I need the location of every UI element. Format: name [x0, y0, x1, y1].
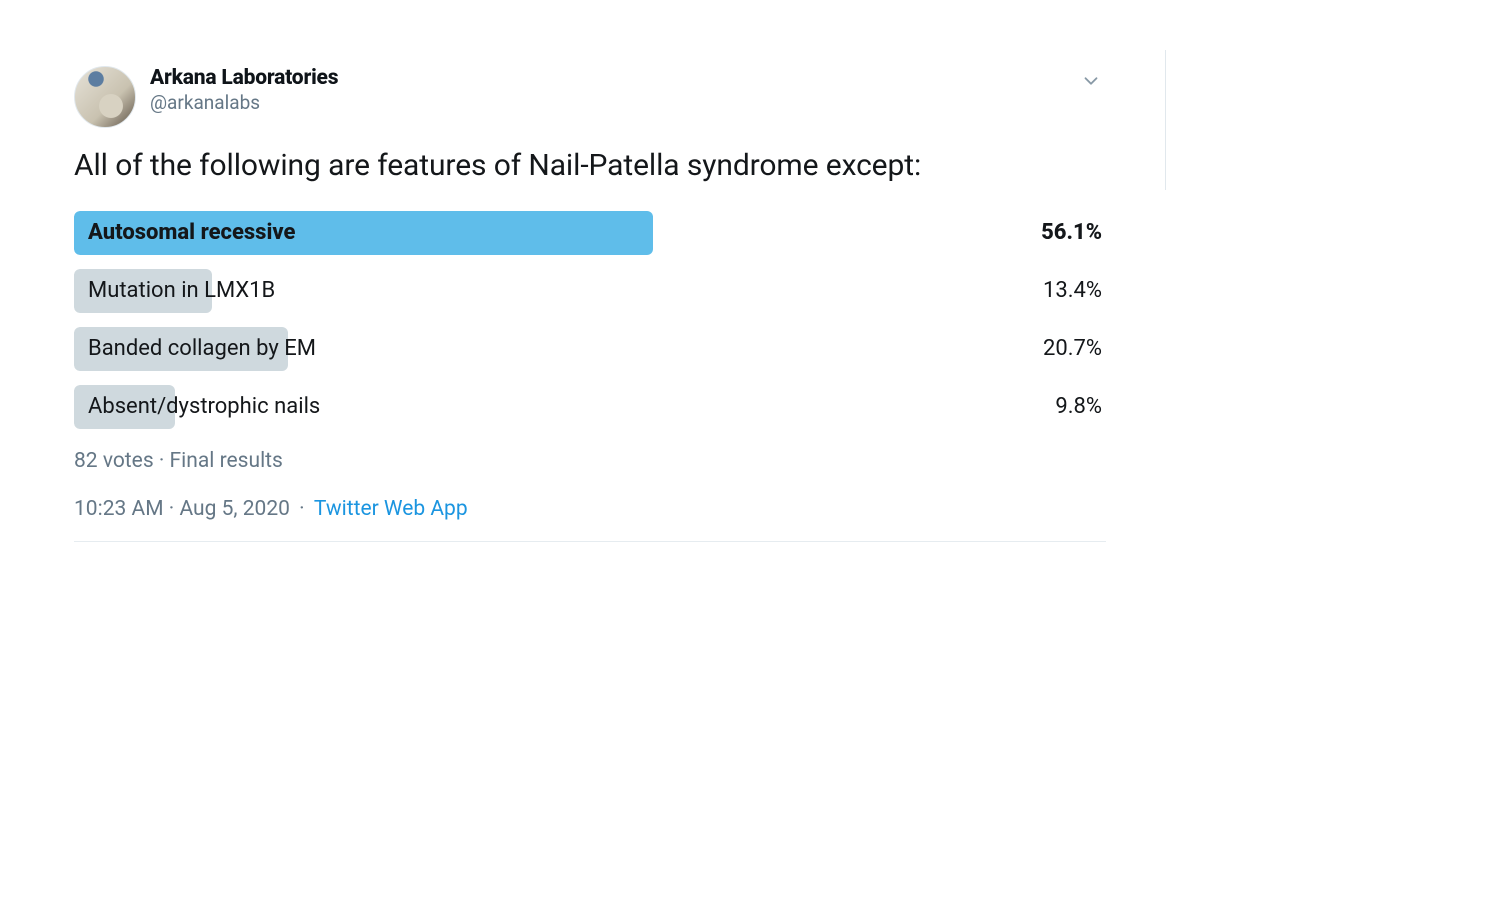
tweet-meta-row: 10:23 AM · Aug 5, 2020 · Twitter Web App: [74, 497, 1106, 542]
avatar[interactable]: [74, 66, 136, 128]
tweet-header: Arkana Laboratories @arkanalabs: [74, 66, 1106, 128]
caret-menu-button[interactable]: [1076, 66, 1106, 100]
separator: ·: [290, 497, 314, 521]
poll-results: Autosomal recessive 56.1% Mutation in LMX1…: [74, 211, 1106, 429]
tweet-text: All of the following are features of Nai…: [74, 146, 1106, 187]
source-app-link[interactable]: Twitter Web App: [314, 497, 468, 521]
author-handle: @arkanalabs: [150, 91, 338, 116]
poll-meta: 82 votes · Final results: [74, 449, 1106, 473]
poll-option[interactable]: Banded collagen by EM 20.7%: [74, 327, 1106, 371]
poll-option-label: Absent/dystrophic nails: [74, 394, 320, 419]
poll-option[interactable]: Mutation in LMX1B 13.4%: [74, 269, 1106, 313]
timestamp: 10:23 AM · Aug 5, 2020: [74, 497, 290, 521]
author-display-name: Arkana Laboratories: [150, 66, 338, 91]
poll-option[interactable]: Autosomal recessive 56.1%: [74, 211, 1106, 255]
poll-option[interactable]: Absent/dystrophic nails 9.8%: [74, 385, 1106, 429]
poll-option-percent: 56.1%: [1041, 220, 1106, 245]
poll-option-percent: 9.8%: [1055, 394, 1106, 419]
chevron-down-icon: [1080, 70, 1102, 92]
poll-option-label: Mutation in LMX1B: [74, 278, 275, 303]
poll-option-label: Banded collagen by EM: [74, 336, 316, 361]
poll-option-percent: 13.4%: [1043, 278, 1106, 303]
author-name-block[interactable]: Arkana Laboratories @arkanalabs: [150, 66, 338, 116]
poll-option-label: Autosomal recessive: [74, 220, 295, 245]
tweet-card: Arkana Laboratories @arkanalabs All of t…: [70, 50, 1110, 542]
poll-option-percent: 20.7%: [1043, 336, 1106, 361]
vertical-divider: [1165, 50, 1166, 190]
